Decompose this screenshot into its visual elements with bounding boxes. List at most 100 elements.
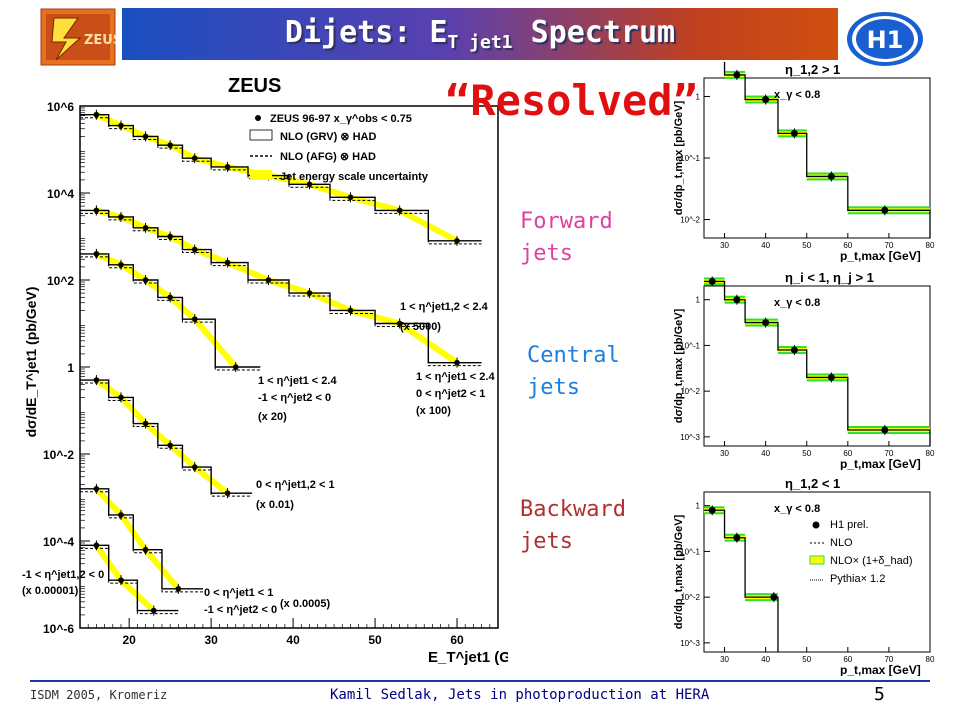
- data-point: [347, 307, 354, 314]
- data-point: [142, 133, 149, 140]
- nlo-afg-histogram: [80, 547, 179, 615]
- data-point: [191, 316, 198, 322]
- page-number: 5: [874, 684, 885, 705]
- data-point: [827, 172, 835, 180]
- data-point: [232, 364, 239, 370]
- y-tick-label: 10^-1: [680, 154, 700, 163]
- legend-band: [250, 170, 272, 180]
- data-point: [770, 593, 778, 601]
- eta-annotation: (x 100): [416, 405, 451, 417]
- panel-title: η_1,2 > 1: [785, 62, 840, 77]
- data-point: [790, 346, 798, 354]
- x-tick-label: 50: [368, 633, 382, 647]
- x-tick-label: 60: [843, 655, 852, 664]
- title-banner: Dijets: ET jet1 Spectrum: [122, 8, 838, 60]
- legend-entry: H1 prel.: [830, 519, 869, 531]
- data-point: [224, 164, 231, 170]
- y-tick-label: 10^-6: [43, 622, 74, 636]
- y-tick-label: 10^-4: [43, 535, 74, 549]
- data-point: [118, 577, 124, 583]
- data-point: [93, 207, 100, 214]
- nlo-histogram: [723, 62, 931, 238]
- data-point: [93, 111, 100, 118]
- data-point: [191, 464, 198, 470]
- x-tick-label: 20: [122, 633, 136, 647]
- x-tick-label: 70: [884, 449, 893, 458]
- x-tick-label: 50: [802, 449, 811, 458]
- data-point: [167, 233, 173, 240]
- data-point: [118, 512, 124, 518]
- nlo-afg-histogram: [80, 382, 253, 497]
- data-point: [167, 142, 173, 148]
- legend-band: [809, 555, 825, 565]
- y-tick-label: 10^4: [47, 187, 74, 201]
- eta-annotation: 0 < η^jet1,2 < 1: [256, 479, 335, 491]
- x-tick-label: 40: [761, 449, 770, 458]
- eta-annotation: 1 < η^jet1 < 2.4: [416, 371, 495, 383]
- data-point: [790, 129, 798, 137]
- y-tick-label: 10^-1: [680, 547, 700, 556]
- y-tick-label: 10^6: [47, 100, 74, 114]
- nlo-histogram: [80, 379, 253, 494]
- panel-frame: [703, 491, 931, 653]
- data-point: [762, 319, 770, 327]
- data-point: [762, 96, 770, 104]
- data-point: [265, 277, 272, 283]
- nlo-afg-histogram: [80, 117, 482, 245]
- data-point: [306, 290, 313, 296]
- x-axis-label: p_t,max [GeV]: [840, 249, 921, 262]
- x-tick-label: 60: [450, 633, 464, 647]
- backward-jets-label: Backward jets: [520, 497, 626, 554]
- eta-annotation: 0 < η^jet2 < 1: [416, 388, 485, 400]
- x-tick-label: 30: [720, 449, 729, 458]
- x-tick-label: 30: [204, 633, 218, 647]
- y-tick-label: 10^-2: [680, 387, 700, 396]
- legend-entry: Jet energy scale uncertainty: [280, 171, 429, 183]
- y-tick-label: 10^-2: [680, 593, 700, 602]
- data-point: [150, 607, 157, 614]
- data-point: [881, 426, 889, 434]
- data-series: [80, 248, 261, 372]
- data-point: [347, 194, 354, 201]
- nlo-afg-histogram: [80, 212, 482, 367]
- y-tick-label: 1: [696, 502, 701, 511]
- data-point: [118, 394, 124, 401]
- eta-annotation: -1 < η^jet1,2 < 0: [22, 569, 104, 581]
- data-point: [142, 546, 149, 553]
- y-tick-label: 10^-1: [680, 341, 700, 350]
- y-axis-label: dσ/dp_t,max [pb/GeV]: [673, 308, 685, 423]
- data-series: [80, 483, 203, 594]
- data-point: [191, 246, 198, 253]
- resolved-label: “Resolved”: [445, 76, 698, 125]
- y-axis-label: dσ/dp_t,max [pb/GeV]: [673, 100, 685, 215]
- y-tick-label: 1: [696, 92, 701, 101]
- eta-annotation: (x 0.01): [256, 499, 294, 511]
- x-tick-label: 80: [926, 655, 935, 664]
- y-axis-label: dσ/dp_t,max [pb/GeV]: [673, 514, 685, 629]
- zeus-et-spectrum-plot: ZEUS 10^6 10^4 10^2 1 10^-2 10^-4 10^-6 20 30 40 50…: [22, 75, 508, 666]
- footer-conference: ISDM 2005, Kromeriz: [30, 688, 168, 702]
- forward-jets-label: Forward jets: [520, 209, 613, 266]
- data-point: [454, 359, 460, 366]
- x-tick-label: 30: [720, 241, 729, 250]
- footer-author: Kamil Sedlak, Jets in photoproduction at…: [330, 687, 710, 703]
- x-tick-label: 60: [843, 241, 852, 250]
- eta-annotation: 1 < η^jet1,2 < 2.4: [400, 301, 489, 313]
- eta-annotation: -1 < η^jet2 < 0: [204, 604, 277, 616]
- legend-entry: NLO (GRV) ⊗ HAD: [280, 131, 376, 143]
- legend-hatch: [249, 129, 273, 141]
- legend-entry: NLO (AFG) ⊗ HAD: [280, 151, 376, 163]
- eta-annotation: (x 20): [258, 411, 287, 423]
- data-point: [142, 277, 149, 283]
- data-point: [733, 534, 741, 542]
- legend-marker: [812, 521, 820, 529]
- data-point: [118, 261, 124, 268]
- x-tick-label: 80: [926, 241, 935, 250]
- legend-entry: NLO× (1+δ_had): [830, 555, 913, 567]
- jes-uncertainty-band: [93, 542, 157, 614]
- nlo-histogram: [704, 280, 931, 446]
- y-tick-label: 1: [67, 361, 74, 375]
- data-point: [708, 506, 716, 514]
- data-point: [118, 122, 124, 129]
- h1-backward-panel: η_1,2 < 1 1 10^-1 10^-2 10^-3 30 40 50 60 70 80 p_t…: [673, 476, 935, 676]
